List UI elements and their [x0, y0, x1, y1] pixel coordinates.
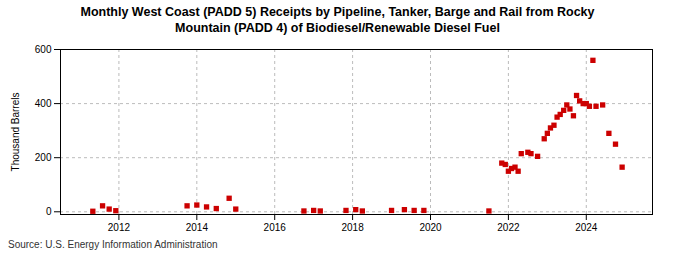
svg-text:2024: 2024	[575, 221, 598, 232]
svg-text:2020: 2020	[419, 221, 442, 232]
svg-text:2016: 2016	[264, 221, 287, 232]
svg-text:400: 400	[35, 97, 52, 108]
svg-text:600: 600	[35, 43, 52, 54]
svg-text:2012: 2012	[108, 221, 131, 232]
html-text:Source: U.S. Energy Informatio: Source: U.S. Energy Information Administ…	[8, 238, 218, 250]
svg-text:2018: 2018	[341, 221, 364, 232]
svg-text:Thousand Barrels: Thousand Barrels	[10, 92, 21, 171]
svg-text:2014: 2014	[186, 221, 209, 232]
svg-text:200: 200	[35, 151, 52, 162]
svg-text:2022: 2022	[497, 221, 520, 232]
html-text:Monthly West Coast (PADD 5) Re: Monthly West Coast (PADD 5) Receipts by …	[80, 5, 595, 36]
svg-text:0: 0	[46, 205, 52, 216]
